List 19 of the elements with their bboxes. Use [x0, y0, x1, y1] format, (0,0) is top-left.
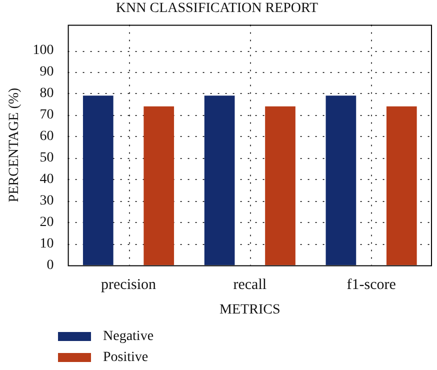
y-tick-label: 80 — [40, 86, 54, 102]
y-tick-label: 20 — [40, 214, 54, 230]
x-axis-title: METRICS — [220, 302, 280, 318]
y-tick-label: 50 — [40, 150, 54, 166]
y-tick-label: 0 — [46, 258, 54, 273]
x-tick-label: precision — [101, 277, 156, 294]
y-tick-label: 60 — [40, 129, 54, 144]
y-tick-label: 100 — [32, 43, 54, 58]
x-tick-label: recall — [233, 277, 267, 294]
y-tick-label: 90 — [40, 64, 54, 80]
y-tick-label: 70 — [40, 108, 54, 123]
y-axis-title: PERCENTAGE (%) — [7, 87, 22, 202]
y-tick-label: 10 — [40, 236, 54, 252]
legend-label: Positive — [103, 350, 148, 366]
y-tick-label: 40 — [40, 172, 54, 188]
legend-label: Negative — [103, 328, 154, 344]
x-tick-label: f1-score — [346, 277, 396, 294]
y-tick-label: 30 — [40, 193, 54, 208]
chart-title: KNN CLASSIFICATION REPORT — [116, 1, 319, 16]
